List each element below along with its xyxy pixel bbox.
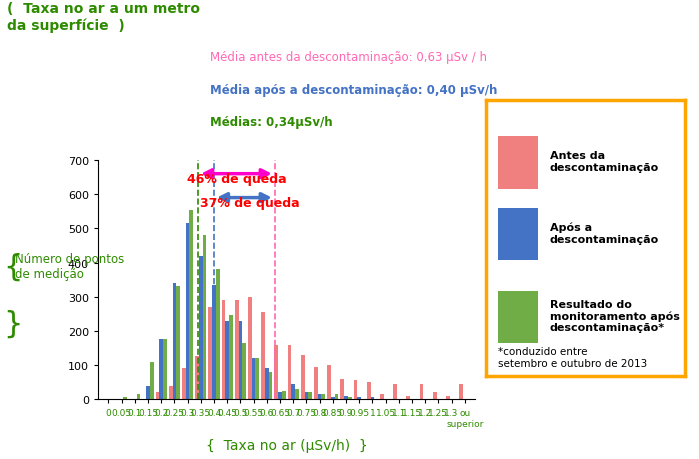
Bar bbox=[255, 358, 259, 399]
Bar bbox=[163, 340, 167, 399]
Bar bbox=[146, 386, 150, 399]
Bar bbox=[331, 397, 335, 399]
Text: 37% de queda: 37% de queda bbox=[200, 197, 299, 210]
Bar bbox=[498, 291, 538, 343]
Bar bbox=[268, 372, 273, 399]
Text: (  Taxa no ar a um metro
da superfície  ): ( Taxa no ar a um metro da superfície ) bbox=[7, 2, 200, 33]
Text: Resultado do
monitoramento após
descontaminação*: Resultado do monitoramento após desconta… bbox=[549, 299, 679, 333]
Text: {: { bbox=[3, 252, 23, 281]
Bar bbox=[137, 394, 140, 399]
Bar bbox=[288, 345, 291, 399]
Bar bbox=[186, 224, 189, 399]
Bar bbox=[419, 384, 424, 399]
Bar bbox=[380, 394, 384, 399]
Bar bbox=[308, 392, 312, 399]
Bar bbox=[459, 384, 463, 399]
Bar bbox=[265, 369, 268, 399]
Bar bbox=[208, 307, 212, 399]
Bar bbox=[195, 357, 199, 399]
Bar bbox=[433, 392, 436, 399]
Text: Média após a descontaminação: 0,40 µSv/h: Média após a descontaminação: 0,40 µSv/h bbox=[210, 84, 497, 96]
Bar bbox=[199, 256, 203, 399]
Bar bbox=[212, 285, 216, 399]
Bar bbox=[295, 389, 298, 399]
Bar bbox=[189, 210, 193, 399]
Bar bbox=[150, 362, 154, 399]
Bar bbox=[354, 381, 357, 399]
Text: }: } bbox=[3, 309, 23, 338]
Bar bbox=[305, 392, 308, 399]
Text: Após a
descontaminação: Após a descontaminação bbox=[549, 222, 658, 244]
Bar bbox=[278, 392, 282, 399]
Bar bbox=[235, 301, 238, 399]
Bar bbox=[252, 358, 255, 399]
Bar bbox=[498, 137, 538, 189]
Bar bbox=[498, 208, 538, 261]
Bar bbox=[327, 365, 331, 399]
Bar bbox=[124, 397, 127, 399]
Bar bbox=[159, 340, 163, 399]
Bar bbox=[335, 394, 338, 399]
Bar bbox=[291, 384, 295, 399]
Text: Número de pontos
de medição: Número de pontos de medição bbox=[15, 252, 124, 280]
Bar bbox=[225, 321, 229, 399]
Bar bbox=[238, 321, 243, 399]
Bar bbox=[203, 235, 206, 399]
Bar bbox=[275, 345, 278, 399]
Text: Antes da
descontaminação: Antes da descontaminação bbox=[549, 151, 658, 172]
Bar bbox=[406, 396, 410, 399]
Bar bbox=[169, 386, 173, 399]
Bar bbox=[446, 396, 449, 399]
Bar bbox=[344, 396, 348, 399]
Bar bbox=[222, 301, 225, 399]
Bar bbox=[370, 397, 374, 399]
Bar bbox=[243, 343, 246, 399]
Text: Média antes da descontaminação: 0,63 µSv / h: Média antes da descontaminação: 0,63 µSv… bbox=[210, 51, 487, 64]
Bar bbox=[322, 394, 325, 399]
Bar bbox=[229, 316, 233, 399]
Bar bbox=[394, 384, 397, 399]
Text: *conduzido entre
setembro e outubro de 2013: *conduzido entre setembro e outubro de 2… bbox=[498, 347, 647, 368]
Bar bbox=[156, 392, 159, 399]
Bar bbox=[176, 287, 180, 399]
Bar bbox=[216, 270, 219, 399]
Bar bbox=[367, 382, 370, 399]
Bar bbox=[248, 297, 252, 399]
Bar bbox=[182, 369, 186, 399]
Bar bbox=[348, 397, 352, 399]
Bar bbox=[301, 355, 305, 399]
Bar bbox=[318, 394, 322, 399]
Bar bbox=[261, 313, 265, 399]
Bar bbox=[173, 283, 176, 399]
Bar bbox=[340, 379, 344, 399]
Text: Médias: 0,34µSv/h: Médias: 0,34µSv/h bbox=[210, 116, 332, 129]
Bar bbox=[282, 391, 285, 399]
Bar bbox=[314, 367, 318, 399]
Bar bbox=[357, 397, 361, 399]
Text: {  Taxa no ar (µSv/h)  }: { Taxa no ar (µSv/h) } bbox=[206, 438, 368, 452]
Text: 46% de queda: 46% de queda bbox=[187, 173, 287, 186]
